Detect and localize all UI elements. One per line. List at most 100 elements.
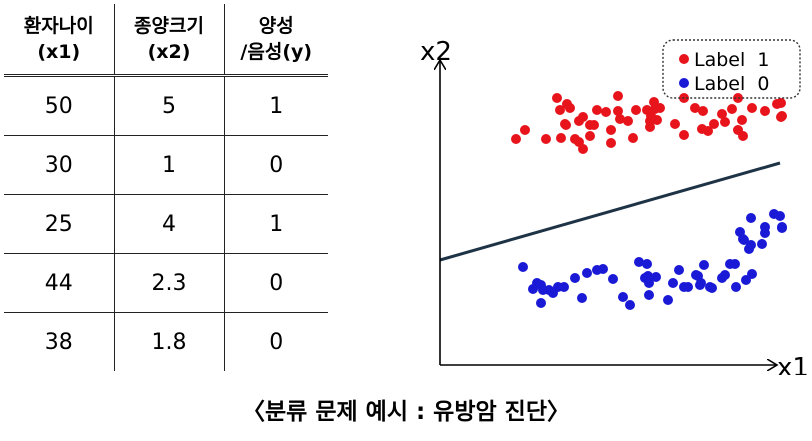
point-label-0 [720, 270, 730, 280]
point-label-1 [585, 131, 595, 141]
point-label-1 [645, 122, 655, 132]
table-cell-label: 0 [223, 312, 328, 371]
point-label-1 [565, 103, 575, 113]
point-label-1 [613, 91, 623, 101]
point-label-1 [561, 120, 571, 130]
point-label-0 [598, 264, 608, 274]
point-label-1 [709, 119, 719, 129]
point-label-0 [618, 292, 628, 302]
point-label-0 [747, 269, 757, 279]
point-label-0 [695, 280, 705, 290]
point-label-1 [777, 111, 787, 121]
table-cell-size: 5 [113, 75, 225, 136]
legend-box [662, 39, 801, 99]
point-label-0 [775, 211, 785, 221]
legend-label-1: Label 1 [694, 49, 769, 71]
table-cell-label: 1 [223, 75, 328, 136]
point-label-1 [615, 114, 625, 124]
table-cell-size: 1.8 [113, 312, 225, 371]
x-axis-label: x1 [777, 353, 809, 375]
table-row: 50 5 1 [4, 75, 328, 136]
data-table: 환자나이 (x1) 종양크기 (x2) 양성 /음성(y) 50 5 1 [4, 4, 328, 371]
point-label-0 [518, 262, 528, 272]
point-label-1 [578, 112, 588, 122]
point-label-0 [642, 259, 652, 269]
point-label-0 [570, 273, 580, 283]
legend-marker-label-0 [679, 78, 689, 88]
point-label-0 [651, 272, 661, 282]
point-label-1 [574, 137, 584, 147]
table-cell-age: 25 [4, 194, 115, 254]
point-label-1 [552, 93, 562, 103]
point-label-0 [644, 290, 654, 300]
point-label-0 [746, 213, 756, 223]
legend: Label 1 Label 0 [662, 39, 801, 99]
point-label-0 [559, 282, 569, 292]
point-label-0 [760, 228, 770, 238]
point-label-0 [730, 259, 740, 269]
point-label-1 [760, 106, 770, 116]
point-label-0 [731, 282, 741, 292]
point-label-0 [777, 223, 787, 233]
table-cell-age: 50 [4, 75, 115, 136]
table-cell-age: 38 [4, 312, 115, 371]
point-label-1 [555, 105, 565, 115]
header-age-line2: (x1) [37, 41, 81, 63]
table-cell-size: 1 [113, 135, 225, 195]
header-label-line2: /음성(y) [240, 41, 313, 63]
point-label-1 [733, 93, 743, 103]
point-label-1 [613, 106, 623, 116]
point-label-0 [625, 300, 635, 310]
table-header-row: 환자나이 (x1) 종양크기 (x2) 양성 /음성(y) [4, 4, 328, 77]
table-cell-label: 1 [223, 194, 328, 254]
legend-marker-label-1 [679, 54, 689, 64]
table-cell-age: 44 [4, 253, 115, 313]
point-label-1 [623, 116, 633, 126]
point-label-0 [683, 282, 693, 292]
header-tumor-size-line2: (x2) [147, 41, 191, 63]
point-label-0 [707, 283, 717, 293]
point-label-0 [608, 274, 618, 284]
point-label-0 [663, 295, 673, 305]
point-label-1 [776, 98, 786, 108]
point-label-1 [698, 106, 708, 116]
table-row: 38 1.8 0 [4, 312, 328, 371]
point-label-1 [511, 134, 521, 144]
header-age: 환자나이 (x1) [4, 4, 115, 77]
point-label-0 [536, 280, 546, 290]
table-row: 25 4 1 [4, 194, 328, 254]
point-label-1 [606, 138, 616, 148]
point-label-0 [536, 298, 546, 308]
point-label-1 [703, 126, 713, 136]
point-label-0 [699, 260, 709, 270]
table-cell-size: 4 [113, 194, 225, 254]
point-label-1 [738, 131, 748, 141]
point-label-0 [634, 257, 644, 267]
point-label-1 [737, 115, 747, 125]
point-label-1 [655, 103, 665, 113]
header-tumor-size-line1: 종양크기 [134, 15, 204, 37]
point-label-1 [631, 105, 641, 115]
data-points [511, 91, 787, 310]
point-label-0 [757, 239, 767, 249]
point-label-1 [589, 120, 599, 130]
point-label-1 [652, 115, 662, 125]
table-cell-label: 0 [223, 253, 328, 313]
y-axis-label: x2 [420, 37, 452, 67]
scatter-plot: x2 x1 Label 1 Label 0 [420, 37, 809, 375]
table-cell-age: 30 [4, 135, 115, 195]
table-cell-label: 0 [223, 135, 328, 195]
point-label-0 [644, 278, 654, 288]
decision-boundary [439, 161, 781, 262]
point-label-1 [556, 133, 566, 143]
point-label-0 [744, 244, 754, 254]
point-label-0 [674, 265, 684, 275]
header-tumor-size: 종양크기 (x2) [113, 4, 225, 77]
point-label-1 [606, 125, 616, 135]
table-cell-size: 2.3 [113, 253, 225, 313]
figure-caption: 〈분류 문제 예시 : 유방암 진단〉 [242, 399, 570, 425]
point-label-1 [628, 133, 638, 143]
point-label-1 [720, 117, 730, 127]
point-label-1 [520, 125, 530, 135]
point-label-1 [747, 103, 757, 113]
